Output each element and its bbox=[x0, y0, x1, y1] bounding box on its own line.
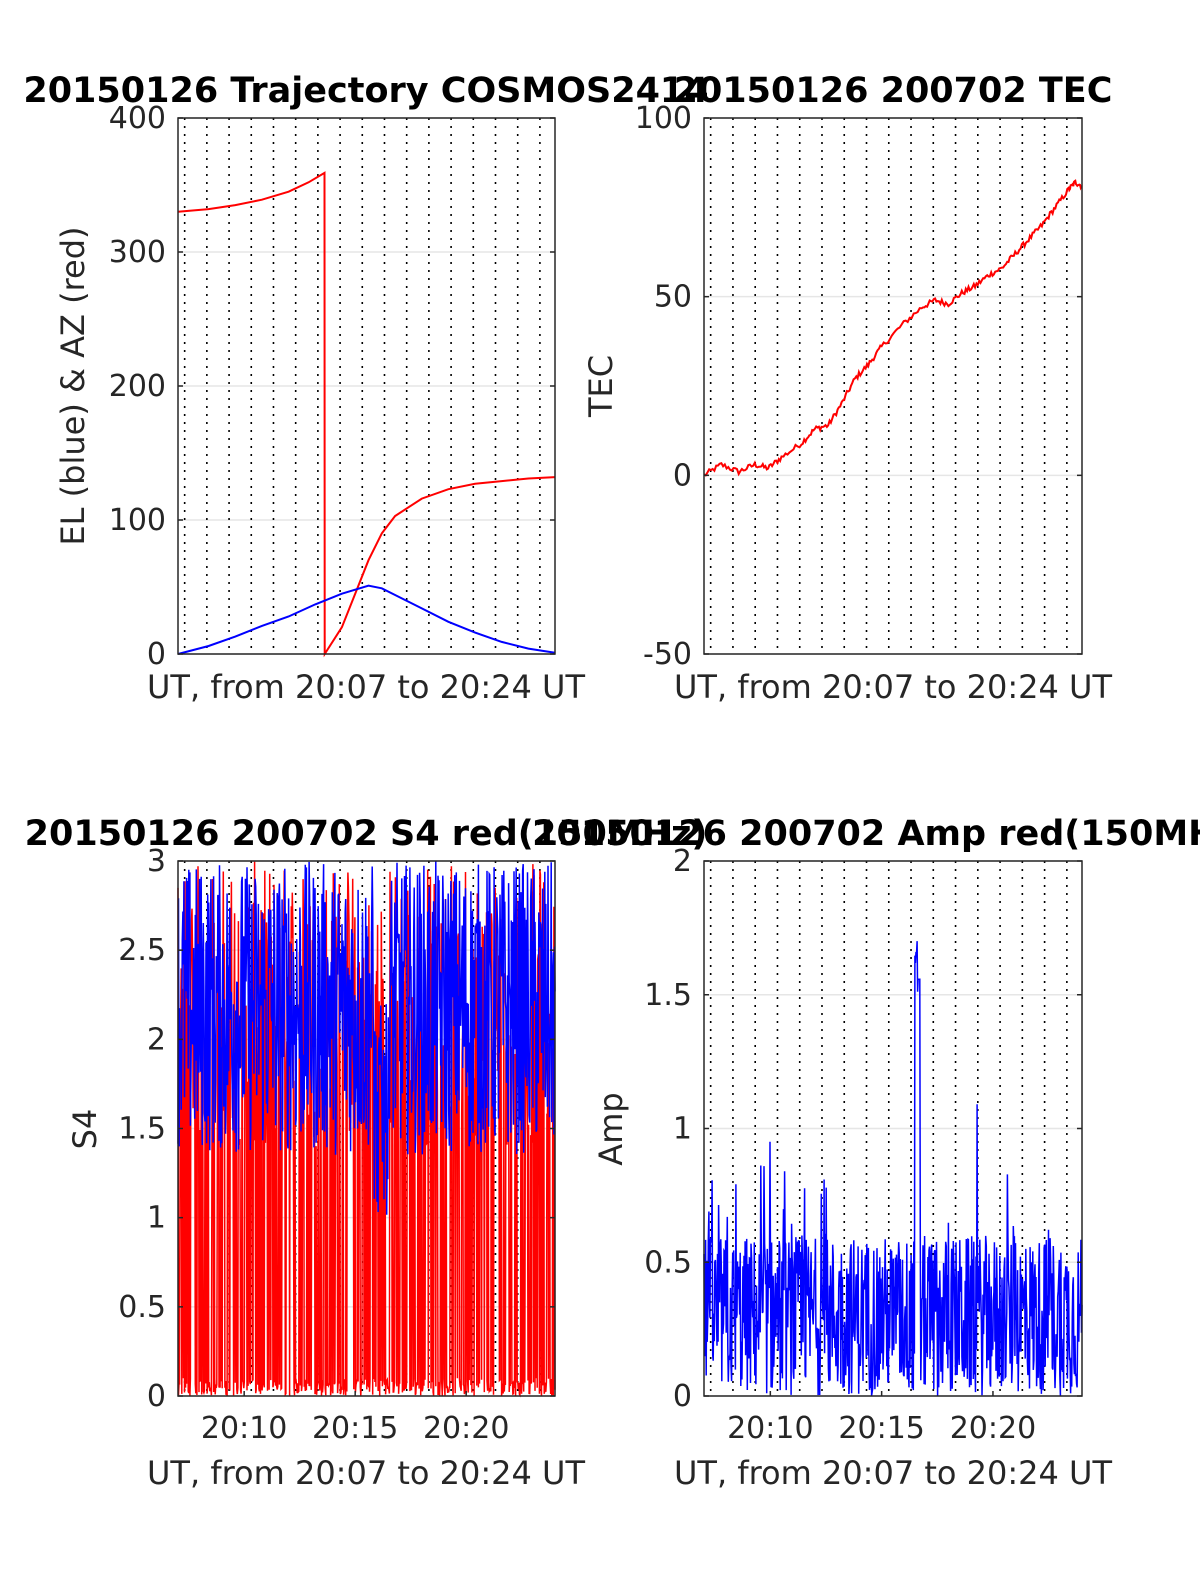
trajectory-panel: 0 100 200 300 400 20150126 Trajectory COSMOS… bbox=[23, 71, 708, 706]
trajectory-title: 20150126 Trajectory COSMOS2414 bbox=[23, 71, 708, 111]
s4-x-tick-label: 20:15 bbox=[312, 1411, 398, 1446]
tec-y-ticks: -50 0 50 100 bbox=[635, 101, 1082, 672]
amp-x-axis-label: UT, from 20:07 to 20:24 UT bbox=[674, 1454, 1112, 1492]
amp-x-tick-label: 20:20 bbox=[950, 1411, 1036, 1446]
s4-title: 20150126 200702 S4 red(150MHz) bbox=[25, 814, 708, 854]
s4-panel: 0 0.5 1 1.5 2 2.5 3 20:10 20:15 20:20 20150126 2… bbox=[25, 814, 708, 1492]
amp-blue-line bbox=[703, 941, 1083, 1396]
s4-red-line bbox=[177, 861, 556, 1398]
azimuth-red-line bbox=[177, 171, 556, 658]
tec-x-axis-label: UT, from 20:07 to 20:24 UT bbox=[674, 668, 1112, 706]
tec-axes-box bbox=[703, 117, 1083, 655]
trajectory-y-tick-label: 300 bbox=[109, 235, 166, 270]
tec-y-tick-label: 0 bbox=[673, 458, 692, 493]
amp-y-axis-label: Amp bbox=[592, 1092, 630, 1165]
s4-y-tick-label: 2.5 bbox=[118, 933, 166, 968]
trajectory-y-ticks: 0 100 200 300 400 bbox=[109, 101, 555, 672]
s4-x-axis-label: UT, from 20:07 to 20:24 UT bbox=[147, 1454, 585, 1492]
s4-y-tick-label: 3 bbox=[147, 844, 166, 879]
s4-x-tick-label: 20:10 bbox=[201, 1411, 287, 1446]
amp-x-tick-label: 20:10 bbox=[727, 1411, 813, 1446]
tec-y-tick-label: -50 bbox=[643, 637, 692, 672]
trajectory-y-tick-label: 200 bbox=[109, 369, 166, 404]
s4-blue-line bbox=[177, 861, 556, 1215]
tec-title: 20150126 200702 TEC bbox=[674, 71, 1113, 111]
amp-panel: 0 0.5 1 1.5 2 20:10 20:15 20:20 20150126 20070… bbox=[532, 814, 1200, 1492]
s4-x-tick-label: 20:20 bbox=[423, 1411, 509, 1446]
trajectory-y-axis-label: EL (blue) & AZ (red) bbox=[54, 226, 92, 545]
trajectory-grid bbox=[178, 117, 555, 655]
trajectory-y-tick-label: 400 bbox=[109, 101, 166, 136]
s4-y-ticks: 0 0.5 1 1.5 2 2.5 3 bbox=[118, 844, 555, 1414]
s4-y-tick-label: 0.5 bbox=[118, 1290, 166, 1325]
s4-y-tick-label: 2 bbox=[147, 1022, 166, 1057]
s4-y-tick-label: 0 bbox=[147, 1379, 166, 1414]
amp-y-tick-label: 0 bbox=[673, 1379, 692, 1414]
trajectory-x-axis-label: UT, from 20:07 to 20:24 UT bbox=[147, 668, 585, 706]
trajectory-y-tick-label: 0 bbox=[147, 637, 166, 672]
amp-x-ticks: 20:10 20:15 20:20 bbox=[727, 1391, 1036, 1446]
trajectory-y-tick-label: 100 bbox=[109, 503, 166, 538]
s4-y-axis-label: S4 bbox=[66, 1109, 104, 1150]
tec-panel: -50 0 50 100 20150126 200702 TEC UT, from 2… bbox=[582, 71, 1112, 706]
amp-y-tick-label: 1.5 bbox=[644, 978, 692, 1013]
amp-x-tick-label: 20:15 bbox=[838, 1411, 924, 1446]
tec-red-line bbox=[703, 179, 1083, 477]
amp-y-tick-label: 2 bbox=[673, 844, 692, 879]
tec-y-tick-label: 50 bbox=[654, 280, 692, 315]
amp-grid bbox=[704, 860, 1082, 1397]
tec-y-axis-label: TEC bbox=[582, 355, 620, 418]
s4-y-tick-label: 1 bbox=[147, 1201, 166, 1236]
elevation-blue-line bbox=[177, 584, 556, 655]
amp-y-ticks: 0 0.5 1 1.5 2 bbox=[644, 844, 1082, 1414]
amp-y-tick-label: 0.5 bbox=[644, 1245, 692, 1280]
s4-y-tick-label: 1.5 bbox=[118, 1112, 166, 1147]
tec-y-tick-label: 100 bbox=[635, 101, 692, 136]
amp-y-tick-label: 1 bbox=[673, 1112, 692, 1147]
amp-title: 20150126 200702 Amp red(150MHz) bbox=[532, 814, 1200, 854]
s4-x-ticks: 20:10 20:15 20:20 bbox=[201, 1391, 509, 1446]
